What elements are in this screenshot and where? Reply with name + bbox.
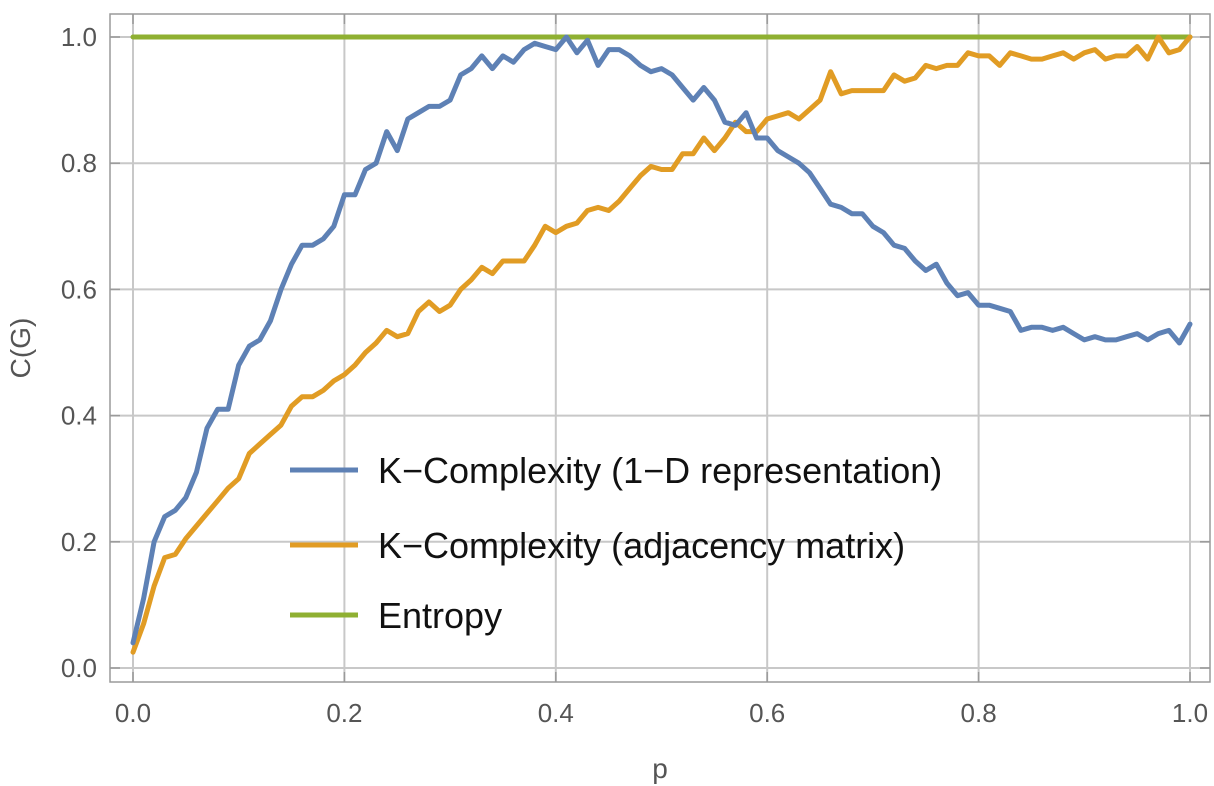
y-tick-label: 0.2 xyxy=(61,527,97,557)
x-tick-label: 1.0 xyxy=(1172,698,1208,728)
x-tick-label: 0.2 xyxy=(326,698,362,728)
y-tick-label: 1.0 xyxy=(61,22,97,52)
x-tick-label: 0.0 xyxy=(115,698,151,728)
tick-labels: 0.0 0.2 0.4 0.6 0.8 1.0 0.0 0.2 0.4 0.6 0.8 1.0 xyxy=(61,22,1208,728)
series-line-0 xyxy=(130,34,1193,646)
series-layer xyxy=(130,34,1193,655)
axis-ticks xyxy=(110,14,1210,682)
y-tick-label: 0.4 xyxy=(61,401,97,431)
legend-label-0: K−Complexity (1−D representation) xyxy=(378,450,942,491)
legend: K−Complexity (1−D representation) K−Compl… xyxy=(290,450,942,636)
y-tick-label: 0.8 xyxy=(61,148,97,178)
x-tick-label: 0.4 xyxy=(538,698,574,728)
y-tick-label: 0.0 xyxy=(61,653,97,683)
y-axis-label: C(G) xyxy=(5,318,36,379)
series-line-1 xyxy=(130,34,1193,655)
plot-frame xyxy=(109,13,1211,683)
legend-label-1: K−Complexity (adjacency matrix) xyxy=(378,525,905,566)
x-axis-label: p xyxy=(652,753,668,784)
x-tick-label: 0.8 xyxy=(961,698,997,728)
x-tick-label: 0.6 xyxy=(749,698,785,728)
y-tick-label: 0.6 xyxy=(61,274,97,304)
legend-label-2: Entropy xyxy=(378,595,502,636)
grid-lines xyxy=(110,14,1210,682)
